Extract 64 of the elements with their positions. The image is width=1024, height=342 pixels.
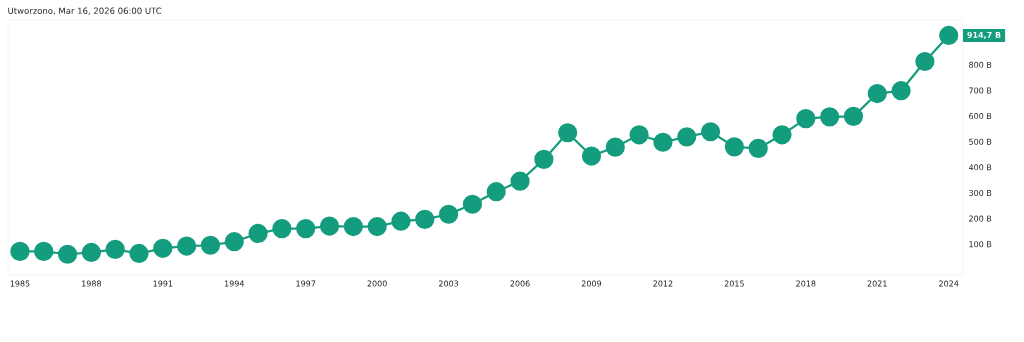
x-tick-label: 2003 bbox=[439, 280, 459, 287]
point bbox=[867, 83, 887, 104]
point bbox=[391, 211, 411, 231]
point bbox=[796, 109, 816, 129]
point bbox=[343, 216, 363, 237]
point bbox=[486, 182, 506, 202]
x-tick-label: 2000 bbox=[367, 280, 387, 287]
point bbox=[224, 232, 244, 252]
y-tick-label: 200 B bbox=[969, 215, 992, 222]
x-tick-label: 2009 bbox=[581, 280, 602, 287]
y-tick-label: 500 B bbox=[969, 138, 992, 145]
point bbox=[153, 238, 173, 258]
point bbox=[558, 123, 578, 143]
point bbox=[105, 239, 125, 259]
point bbox=[415, 209, 435, 229]
x-tick-label: 1985 bbox=[10, 280, 30, 287]
point bbox=[605, 137, 625, 157]
point bbox=[700, 122, 721, 142]
y-tick-label: 100 B bbox=[969, 241, 992, 248]
y-tick-label: 800 B bbox=[969, 61, 992, 68]
point bbox=[10, 241, 30, 262]
point bbox=[891, 81, 911, 101]
point bbox=[272, 219, 292, 239]
x-tick-label: 2015 bbox=[724, 280, 744, 287]
point bbox=[248, 223, 268, 244]
x-tick-label: 2006 bbox=[510, 280, 530, 287]
y-tick-label: 300 B bbox=[969, 189, 992, 196]
point bbox=[81, 242, 101, 263]
annotation: 914,7 B bbox=[967, 31, 1001, 39]
point bbox=[677, 127, 697, 147]
x-tick-label: 2012 bbox=[653, 280, 673, 287]
point bbox=[534, 149, 554, 170]
point bbox=[319, 216, 340, 236]
point bbox=[177, 236, 197, 256]
point bbox=[367, 216, 387, 237]
point bbox=[462, 194, 483, 214]
y-tick-label: 400 B bbox=[968, 164, 992, 171]
point bbox=[653, 132, 673, 152]
point bbox=[581, 146, 602, 166]
point bbox=[724, 137, 744, 157]
point bbox=[939, 25, 959, 46]
point bbox=[820, 107, 840, 127]
point bbox=[510, 171, 530, 191]
y-tick-label: 700 B bbox=[969, 87, 992, 94]
point bbox=[439, 204, 459, 224]
point bbox=[843, 106, 864, 126]
chart-title: Utworzono, Mar 16, 2026 06:00 UTC bbox=[8, 7, 162, 15]
y-tick-label: 600 B bbox=[969, 113, 992, 120]
point bbox=[748, 138, 768, 158]
x-tick-label: 1988 bbox=[82, 280, 102, 287]
x-tick-label: 2021 bbox=[867, 280, 887, 287]
point bbox=[200, 235, 221, 255]
point bbox=[629, 125, 649, 145]
point bbox=[57, 244, 78, 264]
point bbox=[772, 125, 792, 145]
x-tick-label: 2024 bbox=[939, 280, 959, 287]
x-tick-label: 1994 bbox=[224, 280, 244, 287]
x-tick-label: 1991 bbox=[153, 280, 173, 287]
point bbox=[34, 241, 54, 262]
point bbox=[296, 219, 316, 239]
x-tick-label: 2018 bbox=[796, 280, 816, 287]
point bbox=[129, 243, 149, 264]
point bbox=[915, 51, 935, 72]
x-tick-label: 1997 bbox=[296, 280, 316, 287]
